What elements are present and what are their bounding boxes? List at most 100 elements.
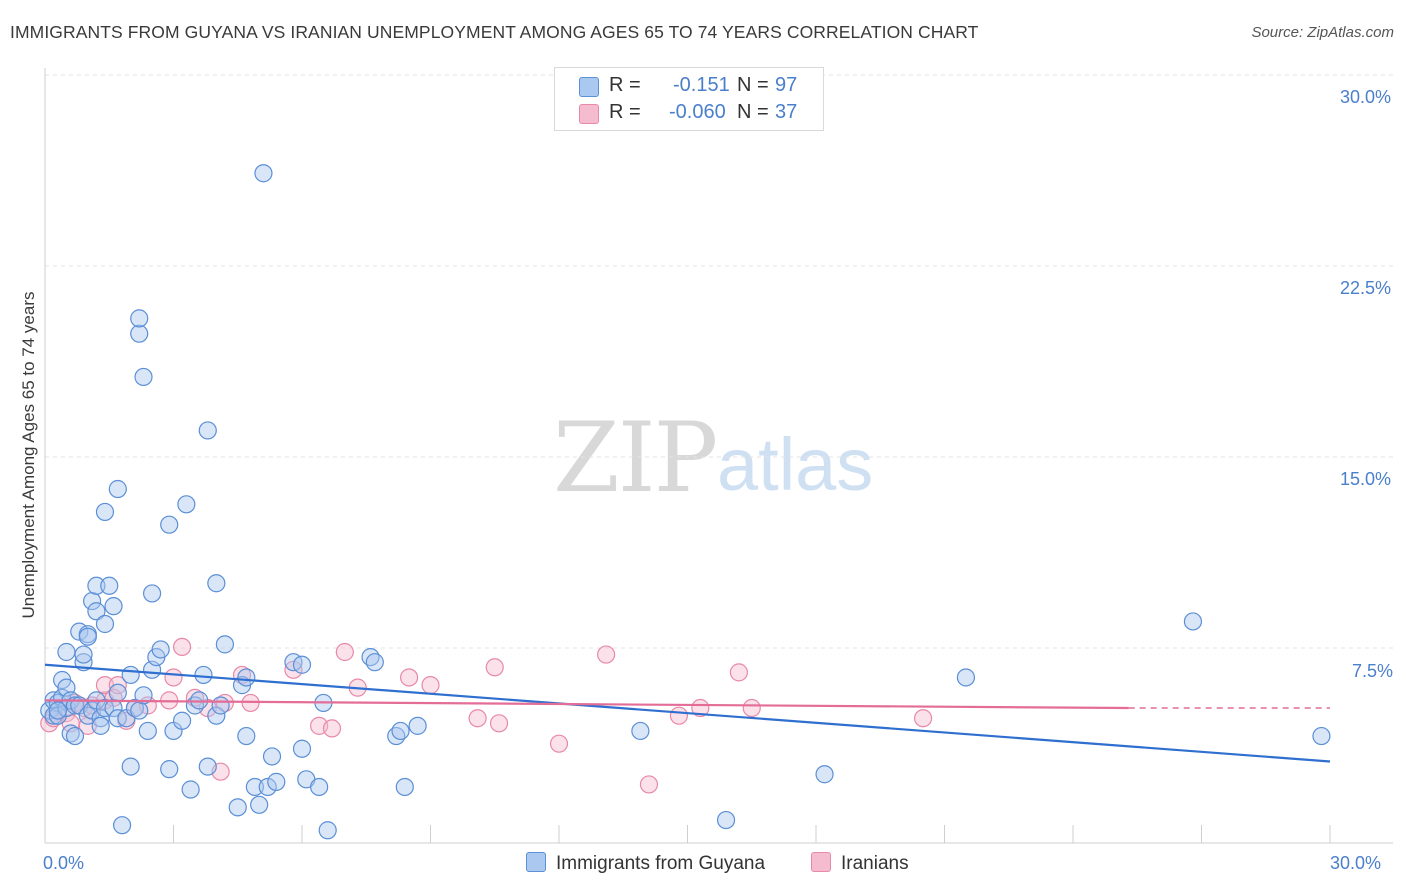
guyana-point [408, 716, 427, 735]
iranians-trend-line [44, 699, 1129, 710]
guyana-point [104, 597, 123, 616]
guyana-point [395, 777, 414, 797]
iranians-point [489, 714, 509, 733]
iranians-point [597, 645, 616, 664]
guyana-point [1312, 726, 1331, 746]
guyana-point [267, 772, 286, 791]
guyana-point [87, 576, 106, 595]
guyana-point [207, 574, 226, 593]
iranians-point [729, 663, 749, 682]
guyana-point [254, 164, 273, 183]
guyana-point [134, 367, 153, 387]
iranians-point [913, 709, 933, 728]
guyana-point [215, 635, 234, 654]
guyana-point [262, 747, 282, 766]
guyana-point [130, 324, 149, 343]
legend-swatch-blue [579, 77, 599, 97]
legend-n-label: N = [737, 74, 769, 96]
guyana-point [956, 668, 976, 687]
guyana-point [815, 765, 834, 784]
legend-n-value: 97 [775, 74, 798, 96]
guyana-point [391, 721, 410, 741]
guyana-point [151, 640, 170, 659]
x-tick-label-30: 30.0% [1330, 853, 1382, 873]
y-tick-label-7-5: 7.5% [1352, 661, 1394, 681]
bottom-legend-swatch-blue [526, 852, 546, 872]
guyana-point [310, 777, 329, 797]
iranians-point [742, 698, 761, 718]
guyana-point [198, 421, 217, 440]
bottom-legend-iranians: Iranians [811, 852, 909, 875]
guyana-point [365, 653, 384, 672]
guyana-point [121, 757, 140, 776]
guyana-point [160, 760, 179, 779]
guyana-point [142, 584, 162, 603]
guyana-point [198, 757, 217, 776]
watermark-atlas: atlas [717, 423, 874, 506]
guyana-point [292, 739, 312, 758]
guyana-point [318, 821, 337, 840]
bottom-legend-swatch-pink [811, 852, 831, 872]
guyana-point [237, 668, 256, 687]
guyana-point [100, 576, 119, 595]
guyana-point [78, 627, 97, 646]
y-tick-label-15: 15.0% [1340, 469, 1392, 489]
guyana-point [172, 711, 192, 730]
iranians-point [549, 734, 569, 753]
guyana-point [211, 696, 230, 715]
bottom-legend-guyana: Immigrants from Guyana [526, 852, 765, 875]
guyana-point [228, 798, 247, 817]
iranians-point [172, 637, 192, 657]
guyana-point [181, 780, 200, 799]
guyana-point [631, 721, 650, 741]
iranians-point [108, 676, 127, 695]
source-label: Source: ZipAtlas.com [1251, 24, 1394, 41]
y-tick-label-22-5: 22.5% [1340, 278, 1392, 298]
x-tick-label-0: 0.0% [43, 853, 85, 873]
guyana-point [121, 665, 140, 685]
iranians-point [284, 660, 303, 679]
guyana-point [130, 309, 149, 328]
bottom-legend-label-iranians: Iranians [841, 853, 909, 874]
bottom-legend-label-guyana: Immigrants from Guyana [556, 853, 766, 874]
guyana-point [108, 683, 127, 702]
guyana-point [74, 645, 93, 664]
guyana-point [108, 479, 127, 499]
iranians-point [691, 698, 710, 718]
guyana-point [177, 495, 196, 514]
guyana-point [130, 701, 149, 720]
y-axis-label: Unemployment Among Ages 65 to 74 years [19, 291, 38, 619]
guyana-point [65, 726, 85, 746]
guyana-point [95, 614, 115, 634]
y-tick-label-30: 30.0% [1340, 87, 1392, 107]
iranians-point [322, 719, 342, 738]
legend-swatch-pink [579, 104, 599, 124]
guyana-point [57, 642, 76, 662]
guyana-point [250, 795, 269, 814]
iranians-point [639, 775, 659, 794]
iranians-point [669, 706, 689, 725]
iranians-point [485, 658, 504, 677]
guyana-point [87, 602, 106, 621]
guyana-point [258, 777, 277, 797]
watermark-zip: ZIP [553, 402, 718, 514]
iranians-point [335, 642, 354, 662]
chart-title: IMMIGRANTS FROM GUYANA VS IRANIAN UNEMPL… [10, 22, 979, 42]
iranians-point [164, 668, 183, 687]
legend-r-value: -0.060 [669, 101, 726, 123]
guyana-point [1183, 612, 1203, 631]
legend-n-label: N = [737, 101, 769, 123]
iranians-point [468, 709, 487, 728]
guyana-point [160, 515, 179, 534]
guyana-point [48, 701, 67, 720]
guyana-point [112, 816, 132, 835]
iranians-point [399, 668, 419, 687]
legend-r-label: R = [609, 74, 641, 96]
guyana-point [716, 810, 736, 830]
legend-r-value: -0.151 [673, 74, 730, 96]
guyana-point [237, 726, 256, 746]
guyana-point [138, 721, 157, 741]
iranians-point [421, 676, 440, 695]
guyana-trend-line [44, 663, 1331, 763]
